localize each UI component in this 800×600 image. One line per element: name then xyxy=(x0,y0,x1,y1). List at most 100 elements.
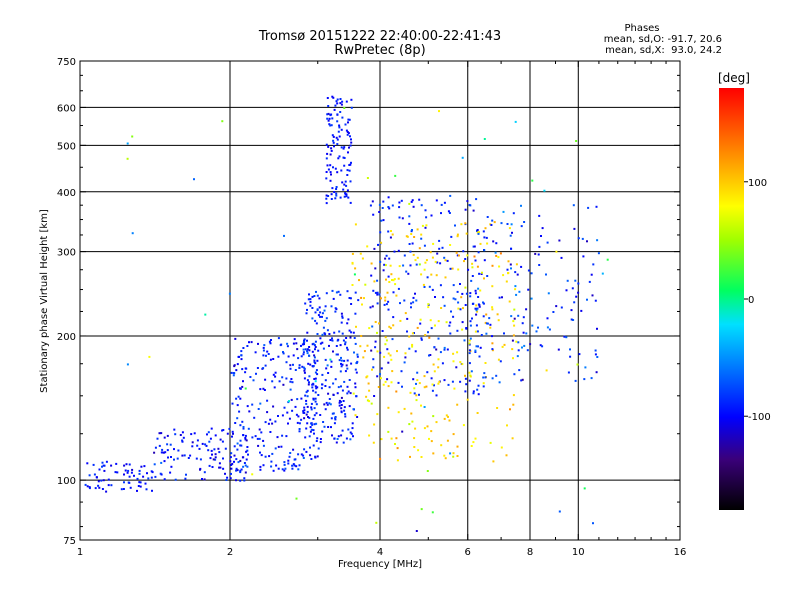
data-point xyxy=(243,479,246,482)
data-point xyxy=(285,377,288,380)
data-point xyxy=(405,270,408,273)
data-point xyxy=(160,432,163,435)
data-point xyxy=(229,477,232,480)
data-point xyxy=(338,124,341,127)
data-point xyxy=(374,291,377,294)
data-point xyxy=(372,366,375,369)
data-point xyxy=(292,448,295,451)
data-point xyxy=(425,216,428,219)
data-point xyxy=(514,271,517,274)
data-point xyxy=(408,202,411,205)
data-point xyxy=(262,439,265,442)
data-point xyxy=(198,447,201,450)
data-point xyxy=(349,392,352,395)
data-point xyxy=(342,400,345,402)
data-point xyxy=(343,157,346,159)
data-point xyxy=(339,196,342,199)
data-point xyxy=(346,290,349,293)
data-point xyxy=(366,177,369,179)
data-point xyxy=(354,312,357,315)
data-point xyxy=(231,402,234,405)
data-point xyxy=(438,247,441,250)
data-point xyxy=(309,304,312,307)
data-point xyxy=(491,342,494,345)
data-point xyxy=(413,332,415,334)
data-point xyxy=(502,210,505,213)
data-point xyxy=(352,435,354,438)
data-point xyxy=(236,469,239,472)
data-point xyxy=(254,435,257,438)
data-point xyxy=(395,294,398,297)
data-point xyxy=(271,422,274,425)
data-point xyxy=(520,225,523,228)
data-point xyxy=(597,252,600,255)
data-point xyxy=(107,484,110,487)
data-point xyxy=(297,468,300,471)
data-point xyxy=(303,367,306,370)
data-point xyxy=(319,311,322,314)
data-point xyxy=(327,426,330,428)
data-point xyxy=(287,355,290,358)
data-point xyxy=(479,346,482,349)
data-point xyxy=(530,272,533,275)
data-point xyxy=(310,402,313,405)
data-point xyxy=(517,349,520,352)
data-point xyxy=(298,428,301,430)
data-point xyxy=(405,235,408,238)
data-point xyxy=(456,329,459,332)
data-point xyxy=(305,427,308,430)
data-point xyxy=(329,114,332,117)
data-point xyxy=(411,229,413,231)
data-point xyxy=(468,342,471,345)
data-point xyxy=(424,261,427,264)
data-point xyxy=(344,192,347,195)
data-point xyxy=(191,445,194,448)
data-point xyxy=(240,354,243,357)
data-point xyxy=(239,397,242,400)
data-point xyxy=(95,476,98,479)
data-point xyxy=(331,134,334,137)
data-point xyxy=(529,343,532,346)
data-point xyxy=(372,213,375,216)
data-point xyxy=(239,439,242,442)
data-point xyxy=(308,293,310,296)
data-point xyxy=(324,333,327,336)
data-point xyxy=(450,235,453,238)
data-point xyxy=(237,461,240,464)
data-point xyxy=(176,457,179,460)
data-point xyxy=(266,411,269,414)
data-point xyxy=(207,449,210,452)
data-point xyxy=(557,348,560,351)
data-point xyxy=(226,476,229,479)
data-point xyxy=(463,260,465,263)
data-point xyxy=(124,469,127,472)
data-point xyxy=(513,373,516,376)
data-point xyxy=(264,455,267,458)
data-point xyxy=(595,205,598,208)
data-point xyxy=(501,345,504,348)
data-point xyxy=(333,331,336,334)
data-point xyxy=(541,345,544,348)
data-point xyxy=(408,243,411,245)
data-point xyxy=(305,399,308,402)
data-point xyxy=(461,328,464,331)
data-point xyxy=(343,380,346,383)
data-point xyxy=(445,414,448,417)
data-point xyxy=(262,354,265,357)
data-point xyxy=(389,236,392,239)
data-point xyxy=(387,300,390,303)
data-point xyxy=(244,471,247,474)
data-point xyxy=(321,333,324,336)
data-point xyxy=(136,489,138,492)
data-point xyxy=(265,354,267,357)
data-point xyxy=(312,444,315,447)
data-point xyxy=(366,344,369,347)
data-point xyxy=(340,385,342,388)
data-point xyxy=(331,95,334,98)
data-point xyxy=(488,317,491,320)
data-point xyxy=(156,437,159,440)
data-point xyxy=(572,204,575,207)
data-point xyxy=(555,250,558,253)
data-point xyxy=(302,351,305,354)
data-point xyxy=(262,346,265,349)
